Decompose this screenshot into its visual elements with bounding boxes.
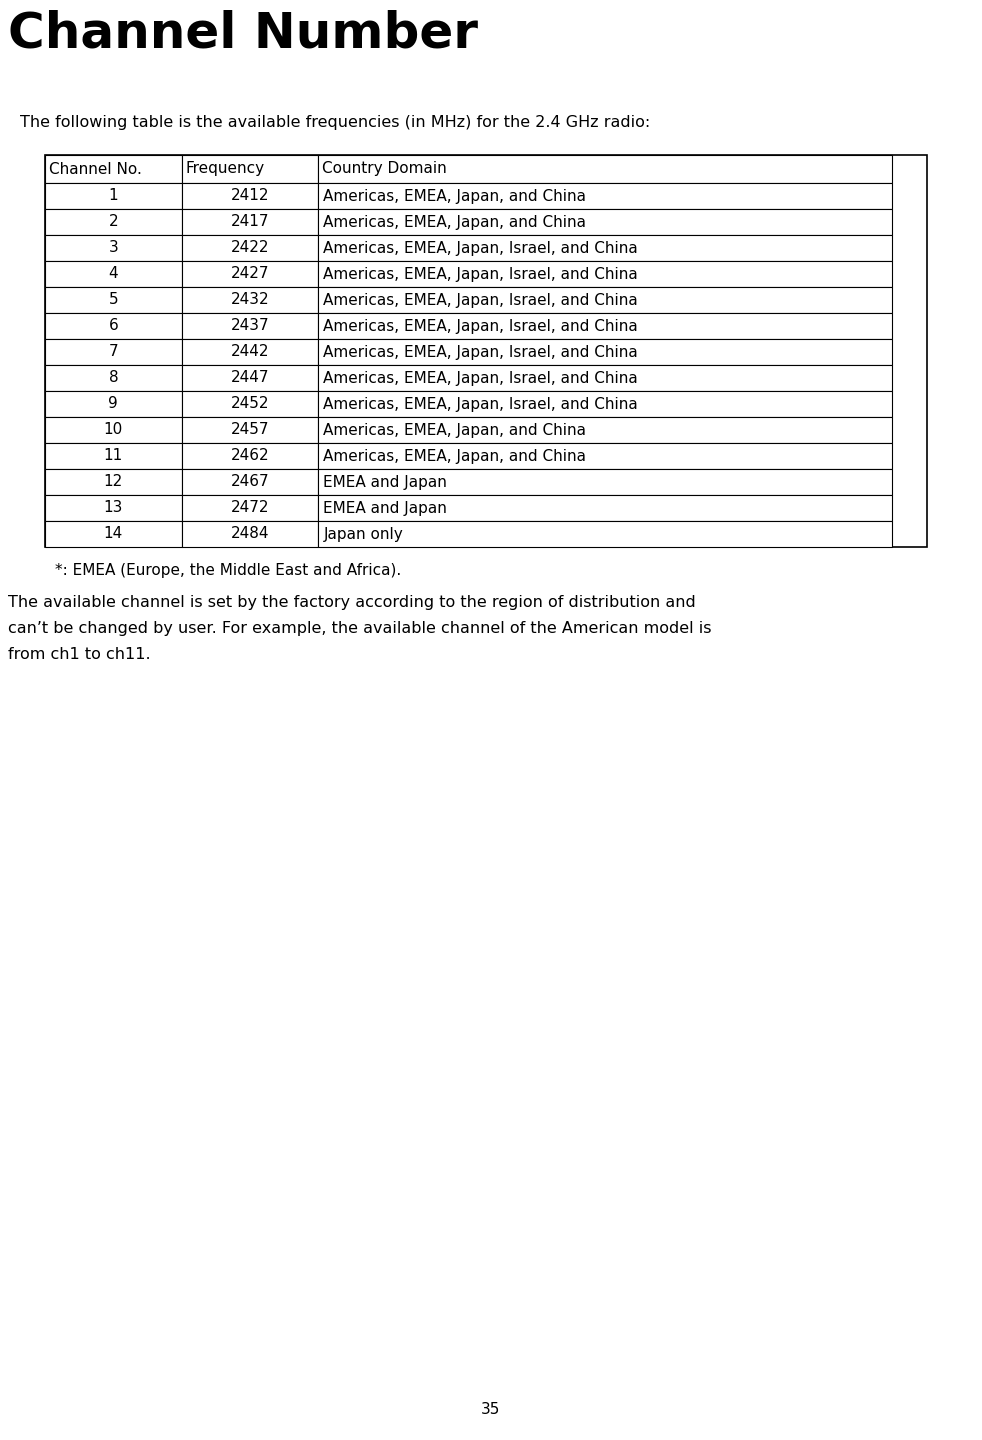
Text: from ch1 to ch11.: from ch1 to ch11.	[8, 647, 150, 662]
Bar	[45, 287, 182, 312]
Bar	[318, 261, 892, 287]
Bar	[45, 495, 182, 521]
Text: 2447: 2447	[231, 370, 269, 386]
Text: Americas, EMEA, Japan, Israel, and China: Americas, EMEA, Japan, Israel, and China	[323, 266, 638, 281]
Text: Americas, EMEA, Japan, Israel, and China: Americas, EMEA, Japan, Israel, and China	[323, 318, 638, 334]
Bar	[182, 364, 318, 392]
Bar	[318, 312, 892, 338]
Text: 2432: 2432	[231, 292, 269, 308]
Bar	[182, 156, 318, 183]
Text: 2412: 2412	[231, 189, 269, 203]
Bar	[318, 418, 892, 444]
Text: The following table is the available frequencies (in MHz) for the 2.4 GHz radio:: The following table is the available fre…	[20, 115, 650, 130]
Text: 2427: 2427	[231, 266, 269, 281]
Text: Japan only: Japan only	[323, 527, 404, 541]
Bar	[318, 364, 892, 392]
Text: 2484: 2484	[231, 527, 269, 541]
Text: 9: 9	[108, 396, 118, 412]
Bar	[45, 209, 182, 235]
Text: 2437: 2437	[231, 318, 269, 334]
Bar	[182, 235, 318, 261]
Bar	[45, 156, 182, 183]
Bar	[182, 183, 318, 209]
Text: 10: 10	[104, 422, 123, 438]
Text: 7: 7	[109, 344, 118, 360]
Bar	[318, 392, 892, 418]
Bar	[45, 444, 182, 469]
Text: Americas, EMEA, Japan, Israel, and China: Americas, EMEA, Japan, Israel, and China	[323, 240, 638, 255]
Bar	[182, 469, 318, 495]
Text: 2442: 2442	[231, 344, 269, 360]
Text: 2472: 2472	[231, 501, 269, 516]
Text: Americas, EMEA, Japan, and China: Americas, EMEA, Japan, and China	[323, 189, 586, 203]
Text: Americas, EMEA, Japan, Israel, and China: Americas, EMEA, Japan, Israel, and China	[323, 344, 638, 360]
Bar	[182, 495, 318, 521]
Text: 6: 6	[108, 318, 118, 334]
Text: 11: 11	[104, 448, 123, 464]
Bar	[45, 183, 182, 209]
Text: Americas, EMEA, Japan, Israel, and China: Americas, EMEA, Japan, Israel, and China	[323, 370, 638, 386]
Bar	[182, 287, 318, 312]
Bar	[318, 521, 892, 547]
Text: 2457: 2457	[231, 422, 269, 438]
Text: Americas, EMEA, Japan, Israel, and China: Americas, EMEA, Japan, Israel, and China	[323, 292, 638, 308]
Text: The available channel is set by the factory according to the region of distribut: The available channel is set by the fact…	[8, 595, 696, 611]
Bar	[318, 338, 892, 364]
Text: Country Domain: Country Domain	[322, 161, 447, 177]
Bar	[318, 495, 892, 521]
Bar	[45, 261, 182, 287]
Bar	[318, 156, 892, 183]
Bar	[318, 183, 892, 209]
Bar	[318, 287, 892, 312]
Bar	[45, 156, 927, 547]
Bar	[182, 209, 318, 235]
Text: *: EMEA (Europe, the Middle East and Africa).: *: EMEA (Europe, the Middle East and Afr…	[55, 563, 402, 577]
Text: 13: 13	[104, 501, 123, 516]
Bar	[318, 235, 892, 261]
Text: Americas, EMEA, Japan, Israel, and China: Americas, EMEA, Japan, Israel, and China	[323, 396, 638, 412]
Bar	[182, 418, 318, 444]
Text: Americas, EMEA, Japan, and China: Americas, EMEA, Japan, and China	[323, 215, 586, 229]
Bar	[182, 444, 318, 469]
Text: 2462: 2462	[231, 448, 269, 464]
Text: Frequency: Frequency	[186, 161, 265, 177]
Bar	[182, 521, 318, 547]
Bar	[182, 261, 318, 287]
Bar	[45, 312, 182, 338]
Text: EMEA and Japan: EMEA and Japan	[323, 501, 447, 516]
Bar	[45, 418, 182, 444]
Text: 2: 2	[109, 215, 118, 229]
Bar	[318, 469, 892, 495]
Text: Channel No.: Channel No.	[49, 161, 141, 177]
Bar	[182, 338, 318, 364]
Text: 1: 1	[109, 189, 118, 203]
Text: Americas, EMEA, Japan, and China: Americas, EMEA, Japan, and China	[323, 448, 586, 464]
Text: Americas, EMEA, Japan, and China: Americas, EMEA, Japan, and China	[323, 422, 586, 438]
Bar	[45, 235, 182, 261]
Text: 4: 4	[109, 266, 118, 281]
Text: 14: 14	[104, 527, 123, 541]
Bar	[45, 469, 182, 495]
Text: 12: 12	[104, 475, 123, 490]
Text: 35: 35	[481, 1403, 501, 1417]
Text: 3: 3	[108, 240, 118, 255]
Text: 2452: 2452	[231, 396, 269, 412]
Bar	[45, 364, 182, 392]
Text: 5: 5	[109, 292, 118, 308]
Text: 2417: 2417	[231, 215, 269, 229]
Text: 2467: 2467	[231, 475, 269, 490]
Bar	[182, 392, 318, 418]
Bar	[45, 338, 182, 364]
Text: can’t be changed by user. For example, the available channel of the American mod: can’t be changed by user. For example, t…	[8, 621, 712, 636]
Bar	[318, 209, 892, 235]
Text: Channel Number: Channel Number	[8, 10, 478, 58]
Bar	[318, 444, 892, 469]
Text: 8: 8	[109, 370, 118, 386]
Bar	[45, 521, 182, 547]
Text: EMEA and Japan: EMEA and Japan	[323, 475, 447, 490]
Bar	[45, 392, 182, 418]
Bar	[182, 312, 318, 338]
Text: 2422: 2422	[231, 240, 269, 255]
